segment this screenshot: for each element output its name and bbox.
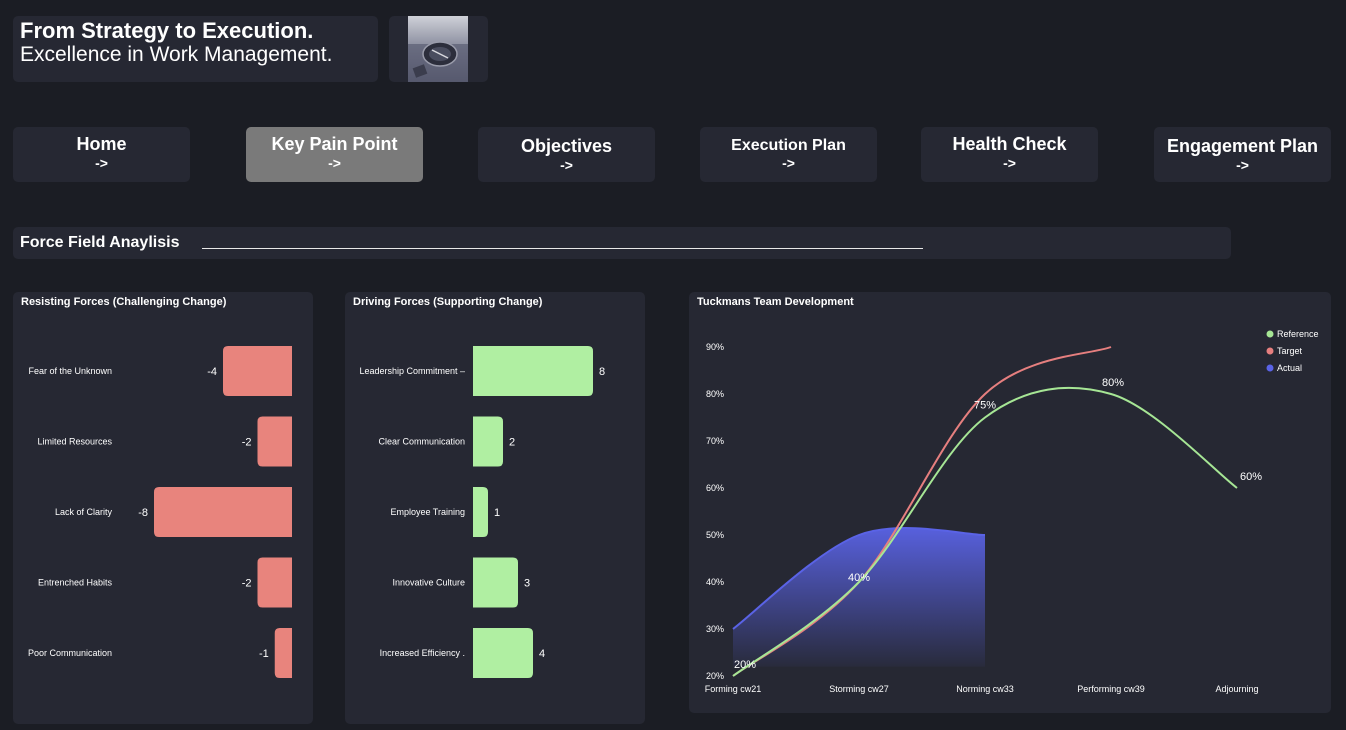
x-category-label: Storming cw27	[829, 684, 889, 694]
nav-health-check-arrow: ->	[1003, 155, 1016, 171]
driving-value-label: 1	[494, 507, 500, 519]
resisting-category-label: Poor Communication	[28, 648, 112, 658]
driving-value-label: 2	[509, 437, 515, 449]
y-tick-label: 90%	[706, 342, 724, 352]
resisting-bar-lack-of-clarity	[154, 487, 292, 537]
legend-actual-label[interactable]: Actual	[1277, 363, 1302, 373]
nav-key-pain-point-arrow: ->	[328, 155, 341, 171]
nav-objectives-button[interactable]: Objectives ->	[478, 127, 655, 182]
y-tick-label: 20%	[706, 671, 724, 681]
nav-key-pain-point-button[interactable]: Key Pain Point ->	[246, 127, 423, 182]
reference-data-label: 75%	[974, 400, 996, 412]
nav-engagement-plan-button[interactable]: Engagement Plan ->	[1154, 127, 1331, 182]
actual-line	[732, 527, 986, 630]
driving-value-label: 3	[524, 578, 530, 590]
resisting-category-label: Entrenched Habits	[38, 578, 113, 588]
driving-bar-employee-training	[473, 487, 488, 537]
nav-engagement-plan-arrow: ->	[1236, 157, 1249, 173]
driving-forces-panel: Driving Forces (Supporting Change) 8 Lead…	[345, 292, 645, 724]
reference-data-label: 20%	[734, 659, 756, 671]
y-tick-label: 70%	[706, 436, 724, 446]
page-title: From Strategy to Execution.	[20, 18, 314, 43]
section-underline	[202, 248, 923, 249]
y-tick-label: 50%	[706, 530, 724, 540]
legend-target-marker	[1266, 347, 1274, 355]
resisting-category-label: Lack of Clarity	[55, 507, 113, 517]
y-tick-label: 80%	[706, 389, 724, 399]
tuckman-chart-title: Tuckmans Team Development	[697, 296, 854, 308]
resisting-value-label: -2	[242, 578, 252, 590]
resisting-bar-poor-communication	[274, 628, 292, 678]
driving-bar-increased-efficiency	[473, 628, 533, 678]
y-tick-label: 40%	[706, 577, 724, 587]
nav-objectives-label: Objectives	[520, 136, 613, 156]
section-title: Force Field Anaylisis	[20, 234, 180, 251]
actual-area	[733, 528, 985, 667]
page-subtitle: Excellence in Work Management.	[20, 43, 333, 66]
driving-value-label: 4	[539, 648, 545, 660]
header-title-card: From Strategy to Execution. Excellence i…	[13, 16, 378, 82]
y-tick-label: 60%	[706, 483, 724, 493]
nav-objectives-arrow: ->	[560, 157, 573, 173]
y-tick-label: 30%	[706, 624, 724, 634]
nav-health-check-button[interactable]: Health Check ->	[921, 127, 1098, 182]
nav-home-label: Home	[76, 134, 127, 154]
legend-reference-label[interactable]: Reference	[1277, 329, 1319, 339]
x-category-label: Forming cw21	[705, 684, 762, 694]
resisting-bar-fear-of-the-unknown	[223, 346, 292, 396]
reference-line	[732, 386, 1238, 677]
driving-bar-clear-communication	[473, 416, 503, 467]
nav-execution-plan-label: Execution Plan	[731, 137, 846, 154]
resisting-value-label: -4	[207, 366, 217, 378]
driving-bar-leadership-commitment	[473, 346, 593, 396]
x-category-label: Adjourning	[1215, 684, 1258, 694]
driving-category-label: Innovative Culture	[392, 578, 465, 588]
nav-execution-plan-arrow: ->	[782, 155, 795, 171]
nav-execution-plan-button[interactable]: Execution Plan ->	[700, 127, 877, 182]
resisting-bar-limited-resources	[257, 416, 292, 467]
reference-data-label: 80%	[1102, 377, 1124, 389]
tuckman-chart: 20% 30% 40% 50% 60% 70% 80% 90% Forming cw21 Stor…	[705, 329, 1319, 694]
driving-category-label: Increased Efficiency .	[380, 648, 465, 658]
driving-category-label: Clear Communication	[378, 437, 465, 447]
tuckman-panel: Tuckmans Team Development 20% 30% 40% 50% 60…	[689, 292, 1331, 713]
driving-chart-title: Driving Forces (Supporting Change)	[353, 296, 543, 308]
x-category-label: Norming cw33	[956, 684, 1014, 694]
resisting-category-label: Fear of the Unknown	[28, 366, 112, 376]
driving-category-label: Leadership Commitment –	[359, 366, 465, 376]
compass-image	[408, 16, 468, 82]
section-header: Force Field Anaylisis	[13, 227, 1231, 259]
resisting-bar-entrenched-habits	[257, 557, 292, 608]
legend-actual-marker	[1266, 364, 1274, 372]
nav-home-arrow: ->	[95, 155, 108, 171]
nav-key-pain-point-label: Key Pain Point	[271, 134, 398, 154]
target-line	[732, 346, 1112, 677]
resisting-value-label: -2	[242, 437, 252, 449]
resisting-value-label: -8	[138, 507, 148, 519]
resisting-category-label: Limited Resources	[37, 437, 112, 447]
legend-target-label[interactable]: Target	[1277, 346, 1303, 356]
resisting-chart-title: Resisting Forces (Challenging Change)	[21, 296, 227, 308]
driving-category-label: Employee Training	[390, 507, 465, 517]
resisting-value-label: -1	[259, 648, 269, 660]
nav-engagement-plan-label: Engagement Plan	[1166, 136, 1319, 156]
driving-bar-innovative-culture	[473, 557, 518, 608]
reference-data-label: 40%	[848, 572, 870, 584]
driving-forces-chart: 8 Leadership Commitment – 2 Clear Communica…	[359, 346, 605, 678]
x-category-label: Performing cw39	[1077, 684, 1145, 694]
nav-health-check-label: Health Check	[952, 134, 1067, 154]
nav-home-button[interactable]: Home ->	[13, 127, 190, 182]
driving-value-label: 8	[599, 366, 605, 378]
resisting-forces-panel: Resisting Forces (Challenging Change) -4…	[13, 292, 313, 724]
reference-data-label: 60%	[1240, 471, 1262, 483]
header-image-card	[389, 16, 488, 82]
legend-reference-marker	[1266, 330, 1274, 338]
resisting-forces-chart: -4 Fear of the Unknown -2 Limited Resources…	[28, 346, 292, 678]
